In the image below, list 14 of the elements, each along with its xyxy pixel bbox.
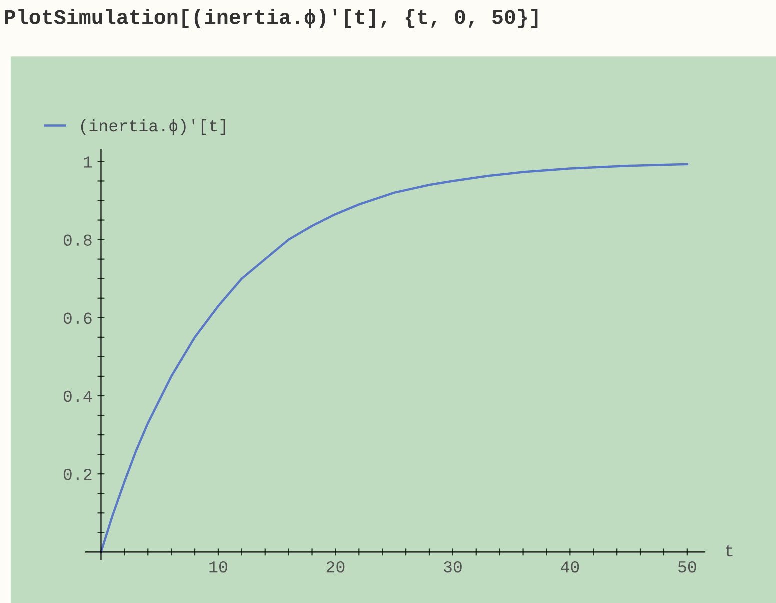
x-axis-title: t bbox=[726, 545, 733, 557]
x-tick-label: 20 bbox=[326, 561, 345, 573]
y-tick-label: 0.6 bbox=[64, 312, 92, 324]
x-tick-label: 10 bbox=[210, 561, 228, 573]
line-series bbox=[100, 163, 689, 554]
y-tick-label: 0.4 bbox=[64, 390, 92, 402]
y-tick-label: 0.8 bbox=[64, 234, 92, 246]
x-tick-label: 50 bbox=[678, 561, 696, 573]
y-tick-label: 1 bbox=[84, 156, 92, 168]
x-tick-label: 30 bbox=[444, 561, 462, 573]
chart-title: PlotSimulation[(inertia.ϕ)'[t], {t, 0, 50}] bbox=[5, 9, 538, 28]
legend-label: (inertia.ϕ)ʹ[t] bbox=[81, 119, 226, 135]
y-tick-label: 0.2 bbox=[64, 468, 92, 480]
x-tick-label: 40 bbox=[561, 561, 580, 573]
